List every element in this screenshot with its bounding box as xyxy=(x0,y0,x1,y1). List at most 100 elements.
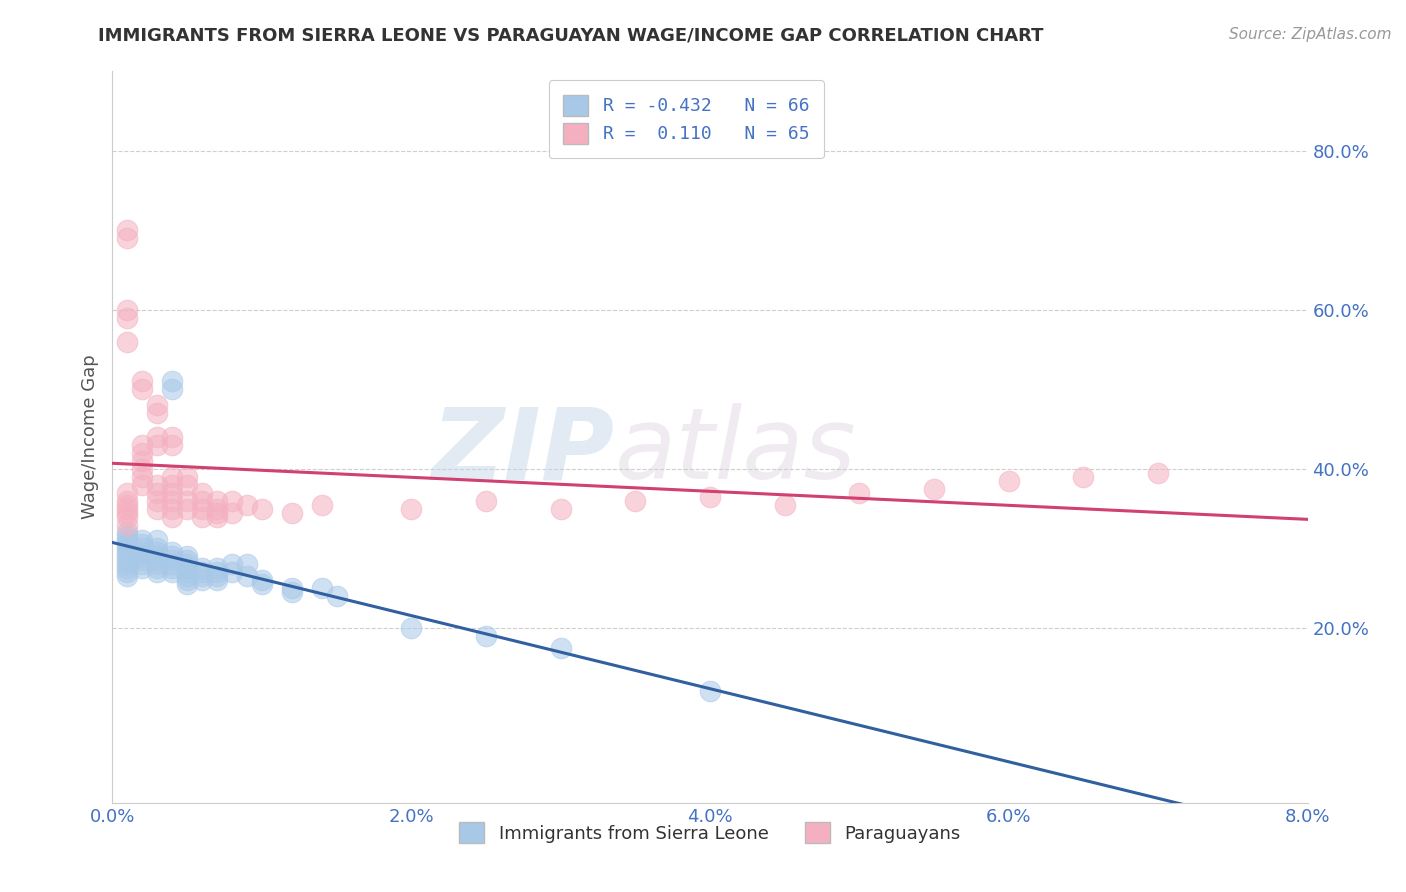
Point xyxy=(176,566,198,580)
Point xyxy=(176,573,198,587)
Y-axis label: Wage/Income Gap: Wage/Income Gap xyxy=(80,355,98,519)
Point xyxy=(162,477,183,491)
Point xyxy=(205,501,228,516)
Point xyxy=(131,541,153,556)
Point xyxy=(550,640,572,655)
Point xyxy=(117,561,139,575)
Point xyxy=(250,573,273,587)
Point xyxy=(162,438,183,452)
Point xyxy=(176,553,198,567)
Point xyxy=(162,549,183,564)
Point xyxy=(176,477,198,491)
Point xyxy=(117,501,139,516)
Point xyxy=(131,549,153,564)
Point xyxy=(191,561,214,575)
Point xyxy=(146,430,169,444)
Point xyxy=(117,541,139,556)
Point xyxy=(117,537,139,551)
Point xyxy=(146,541,169,556)
Point xyxy=(401,621,423,635)
Point xyxy=(131,462,153,476)
Point xyxy=(325,589,347,603)
Point xyxy=(131,545,153,559)
Point xyxy=(162,566,183,580)
Point xyxy=(131,470,153,484)
Point xyxy=(146,485,169,500)
Point xyxy=(191,493,214,508)
Point xyxy=(205,509,228,524)
Point xyxy=(146,553,169,567)
Point xyxy=(162,501,183,516)
Point xyxy=(176,549,198,564)
Point xyxy=(773,498,796,512)
Point xyxy=(205,561,228,575)
Point xyxy=(162,493,183,508)
Point xyxy=(146,566,169,580)
Point xyxy=(311,498,333,512)
Text: IMMIGRANTS FROM SIERRA LEONE VS PARAGUAYAN WAGE/INCOME GAP CORRELATION CHART: IMMIGRANTS FROM SIERRA LEONE VS PARAGUAY… xyxy=(98,27,1043,45)
Point xyxy=(162,383,183,397)
Point xyxy=(117,569,139,583)
Point xyxy=(191,569,214,583)
Point xyxy=(205,506,228,520)
Point xyxy=(236,569,259,583)
Point xyxy=(131,561,153,575)
Point xyxy=(205,573,228,587)
Point xyxy=(281,581,304,595)
Point xyxy=(1147,466,1170,480)
Point xyxy=(131,383,153,397)
Point xyxy=(281,585,304,599)
Point xyxy=(176,501,198,516)
Point xyxy=(146,545,169,559)
Point xyxy=(176,569,198,583)
Point xyxy=(117,533,139,548)
Point xyxy=(117,545,139,559)
Text: Source: ZipAtlas.com: Source: ZipAtlas.com xyxy=(1229,27,1392,42)
Point xyxy=(1073,470,1095,484)
Point xyxy=(162,545,183,559)
Point xyxy=(176,558,198,572)
Point xyxy=(117,517,139,532)
Point xyxy=(221,493,243,508)
Point xyxy=(146,493,169,508)
Text: ZIP: ZIP xyxy=(432,403,614,500)
Point xyxy=(131,537,153,551)
Point xyxy=(281,506,304,520)
Point xyxy=(475,493,498,508)
Point xyxy=(191,509,214,524)
Point xyxy=(699,490,721,504)
Point xyxy=(117,529,139,543)
Point xyxy=(311,581,333,595)
Point xyxy=(221,558,243,572)
Point xyxy=(191,566,214,580)
Point xyxy=(250,577,273,591)
Point xyxy=(236,558,259,572)
Point xyxy=(205,566,228,580)
Point xyxy=(922,482,945,496)
Point xyxy=(205,493,228,508)
Point xyxy=(176,470,198,484)
Point xyxy=(117,498,139,512)
Point xyxy=(117,525,139,540)
Point xyxy=(550,501,572,516)
Point xyxy=(131,533,153,548)
Point xyxy=(117,231,139,245)
Point xyxy=(176,561,198,575)
Point xyxy=(131,558,153,572)
Point xyxy=(205,569,228,583)
Point xyxy=(131,438,153,452)
Point xyxy=(998,474,1021,488)
Point xyxy=(117,334,139,349)
Point xyxy=(162,375,183,389)
Point xyxy=(146,561,169,575)
Point xyxy=(221,506,243,520)
Point xyxy=(117,506,139,520)
Point xyxy=(176,493,198,508)
Point xyxy=(221,566,243,580)
Point xyxy=(146,438,169,452)
Point xyxy=(162,430,183,444)
Point xyxy=(117,558,139,572)
Point xyxy=(848,485,870,500)
Point xyxy=(162,561,183,575)
Point xyxy=(162,553,183,567)
